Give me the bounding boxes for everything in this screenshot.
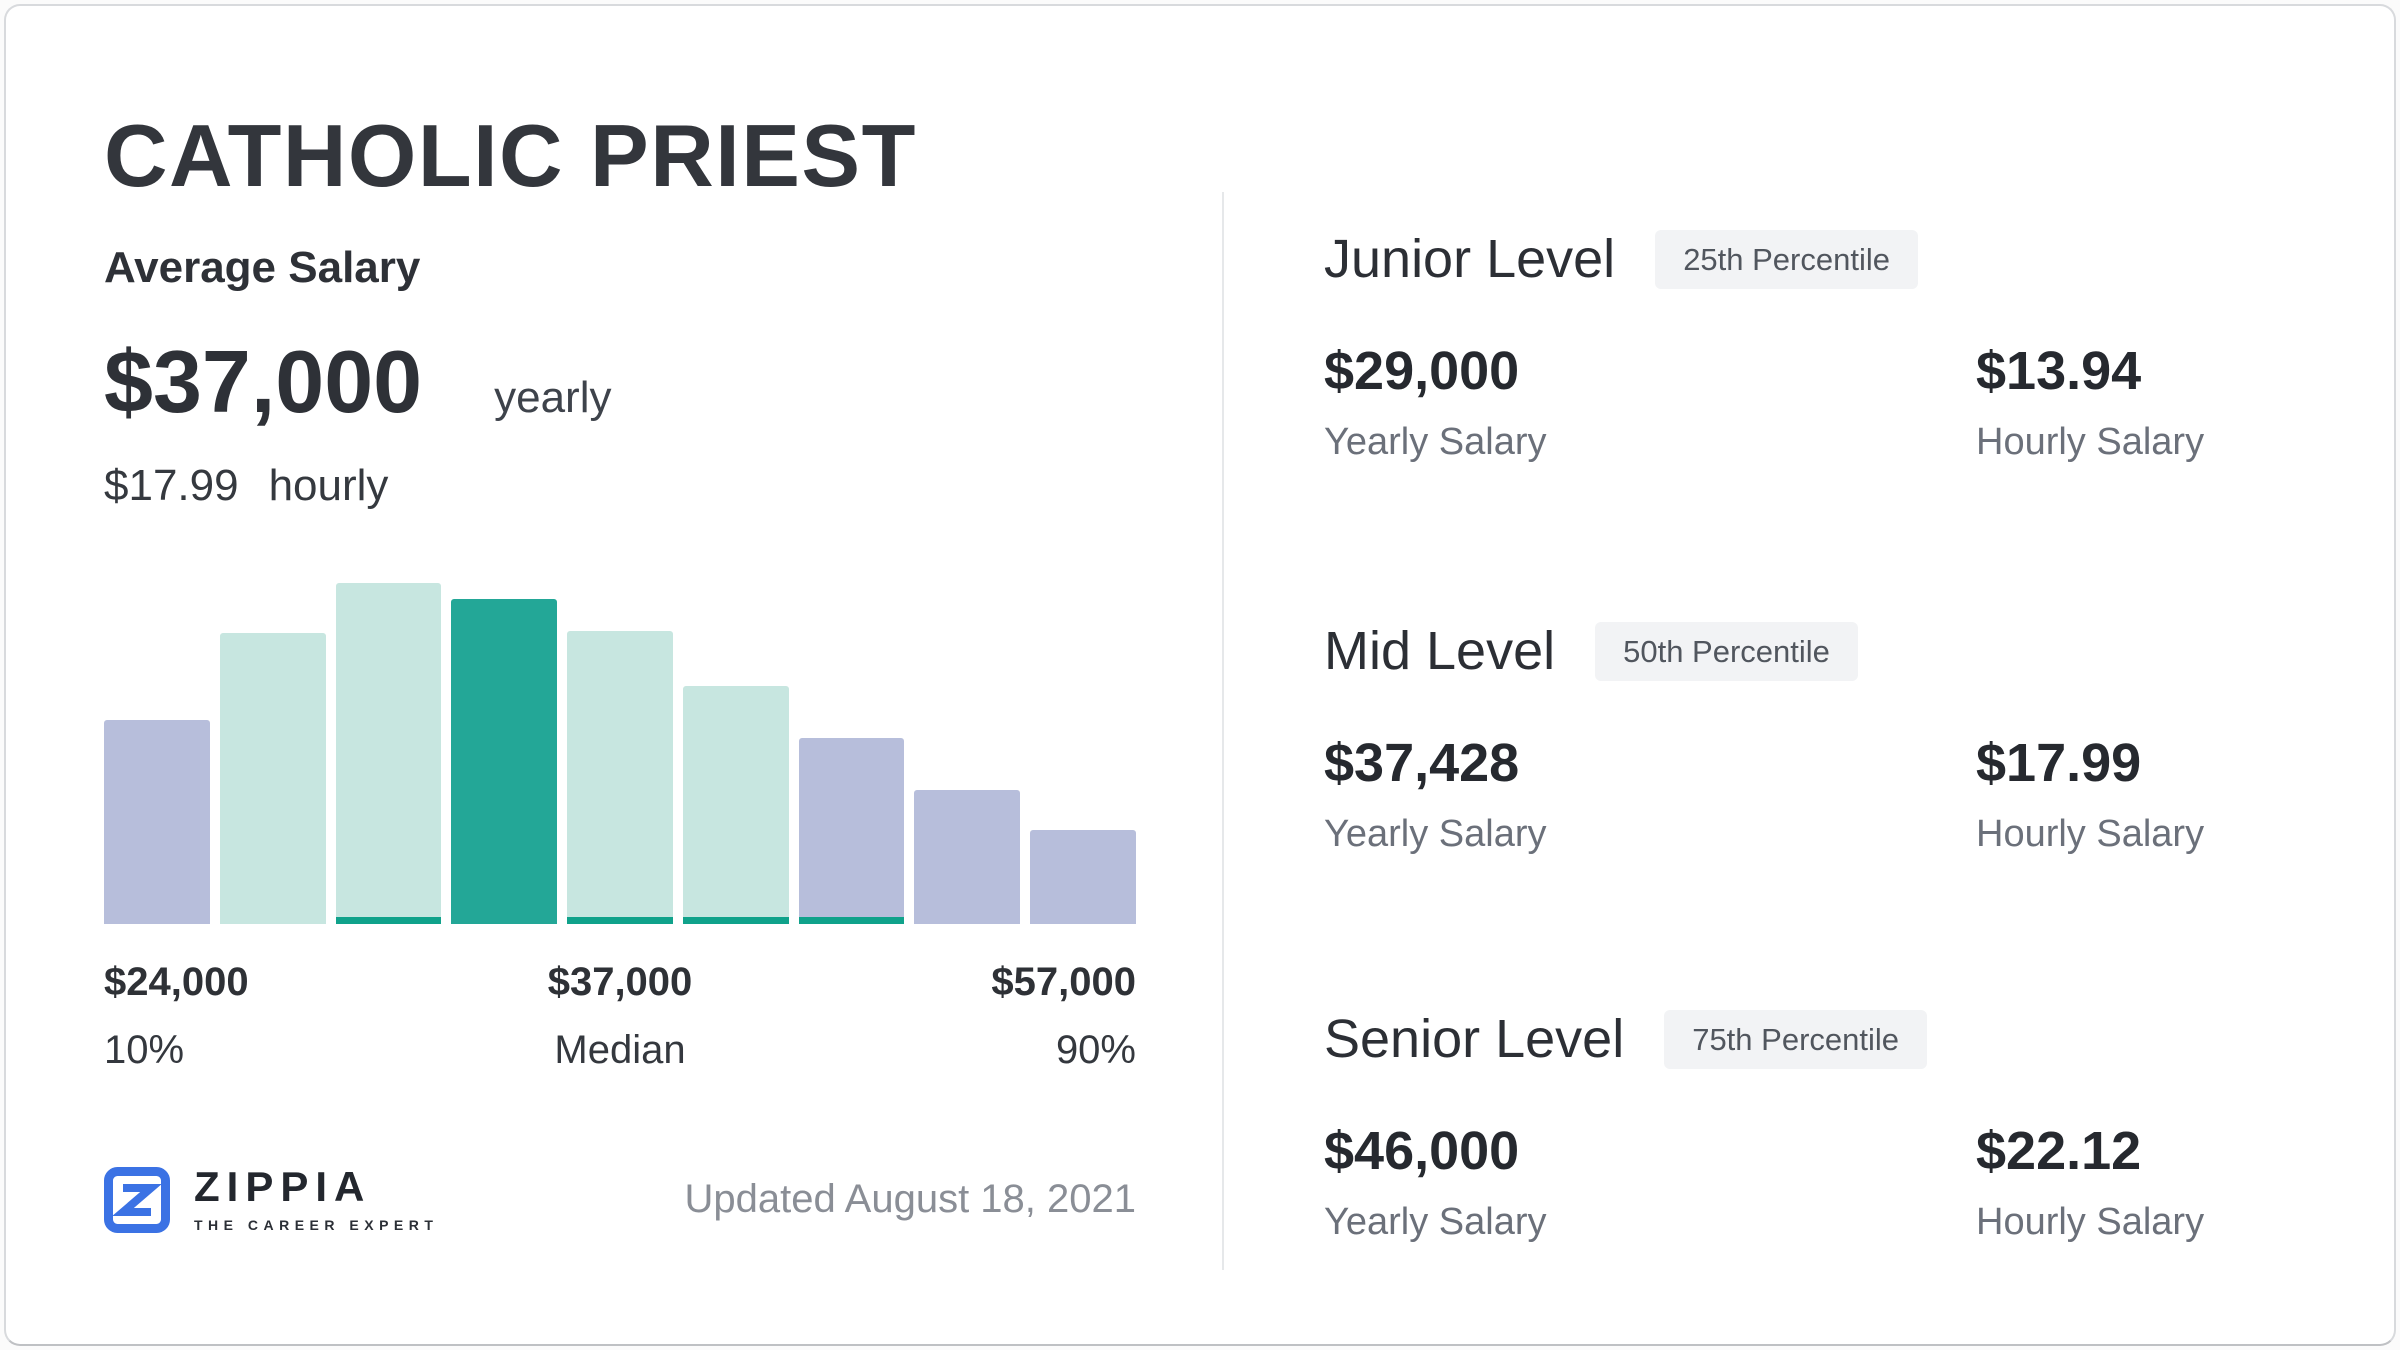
histogram-bar [798,738,905,924]
level-senior-yearly-value: $46,000 [1324,1121,1520,1182]
level-senior-values: $46,000 Yearly Salary $22.12 Hourly Sala… [1324,1121,2334,1244]
average-yearly-unit: yearly [494,373,612,422]
histogram-bar [451,599,558,924]
level-junior-name: Junior Level [1324,229,1616,289]
level-block-junior: Junior Level 25th Percentile $29,000 Yea… [1324,228,2334,464]
average-salary-heading: Average Salary [104,243,421,292]
level-senior-hourly-label: Hourly Salary [1976,1201,2205,1244]
level-mid-hourly-label: Hourly Salary [1976,813,2205,856]
average-hourly-unit: hourly [268,461,389,510]
average-yearly-value: $37,000 [104,332,423,431]
level-mid-hourly: $17.99 Hourly Salary [1976,733,2205,856]
average-hourly-value: $17.99 [104,461,239,510]
level-mid-yearly-value: $37,428 [1324,733,1520,794]
zippia-logo: ZIPPIA THE CAREER EXPERT [104,1166,438,1233]
histogram-bar [682,686,789,924]
average-yearly-row: $37,000 yearly [104,332,612,431]
level-junior-hourly: $13.94 Hourly Salary [1976,341,2205,464]
level-junior-hourly-value: $13.94 [1976,341,2142,402]
average-hourly-row: $17.99 hourly [104,461,388,511]
axis-median-caption: Median [554,1028,686,1072]
histogram-bar [104,720,210,924]
level-mid-badge: 50th Percentile [1595,621,1858,681]
histogram-bar [567,631,673,924]
histogram-bar [914,790,1021,924]
level-junior-yearly-value: $29,000 [1324,341,1520,402]
level-senior-head: Senior Level 75th Percentile [1324,1008,2334,1070]
column-divider [1222,192,1224,1270]
level-senior-name: Senior Level [1324,1009,1625,1069]
level-junior-yearly-label: Yearly Salary [1324,421,1547,464]
level-mid-name: Mid Level [1324,621,1556,681]
level-mid-head: Mid Level 50th Percentile [1324,620,2334,682]
page-title: CATHOLIC PRIEST [104,106,917,205]
level-junior-badge: 25th Percentile [1655,229,1918,289]
level-senior-hourly-value: $22.12 [1976,1121,2142,1182]
level-senior-badge: 75th Percentile [1664,1009,1928,1069]
updated-date: Updated August 18, 2021 [684,1177,1136,1221]
salary-card: CATHOLIC PRIEST Average Salary $37,000 y… [4,4,2396,1346]
level-mid-hourly-value: $17.99 [1976,733,2142,794]
level-senior-yearly-label: Yearly Salary [1324,1201,1547,1244]
level-mid-values: $37,428 Yearly Salary $17.99 Hourly Sala… [1324,733,2334,856]
axis-p10: $24,000 10% [104,958,448,1074]
histogram-bar [335,583,442,924]
level-mid-yearly-label: Yearly Salary [1324,813,1547,856]
level-mid-yearly: $37,428 Yearly Salary [1324,733,1976,856]
axis-p90-caption: 90% [1055,1028,1136,1072]
axis-p10-caption: 10% [104,1028,185,1072]
axis-p90-value: $57,000 [991,960,1136,1004]
level-junior-values: $29,000 Yearly Salary $13.94 Hourly Sala… [1324,341,2334,464]
histogram-bar [1030,830,1137,924]
level-junior-head: Junior Level 25th Percentile [1324,228,2334,290]
histogram-axis-labels: $24,000 10% $37,000 Median $57,000 90% [104,958,1136,1074]
level-junior-hourly-label: Hourly Salary [1976,421,2205,464]
zippia-tagline: THE CAREER EXPERT [194,1217,439,1233]
level-senior-yearly: $46,000 Yearly Salary [1324,1121,1976,1244]
axis-median: $37,000 Median [448,958,792,1074]
histogram-bar [219,633,326,924]
axis-median-value: $37,000 [547,960,693,1004]
footer: ZIPPIA THE CAREER EXPERT Updated August … [104,1166,1136,1233]
zippia-logo-text: ZIPPIA THE CAREER EXPERT [194,1163,439,1234]
level-senior-hourly: $22.12 Hourly Salary [1976,1121,2205,1244]
level-block-senior: Senior Level 75th Percentile $46,000 Yea… [1324,1008,2334,1244]
axis-p90: $57,000 90% [792,958,1136,1074]
level-junior-yearly: $29,000 Yearly Salary [1324,341,1976,464]
zippia-wordmark: ZIPPIA [194,1163,372,1210]
level-block-mid: Mid Level 50th Percentile $37,428 Yearly… [1324,620,2334,856]
zippia-z-icon [104,1166,170,1233]
axis-p10-value: $24,000 [104,960,249,1004]
histogram [104,583,1137,924]
